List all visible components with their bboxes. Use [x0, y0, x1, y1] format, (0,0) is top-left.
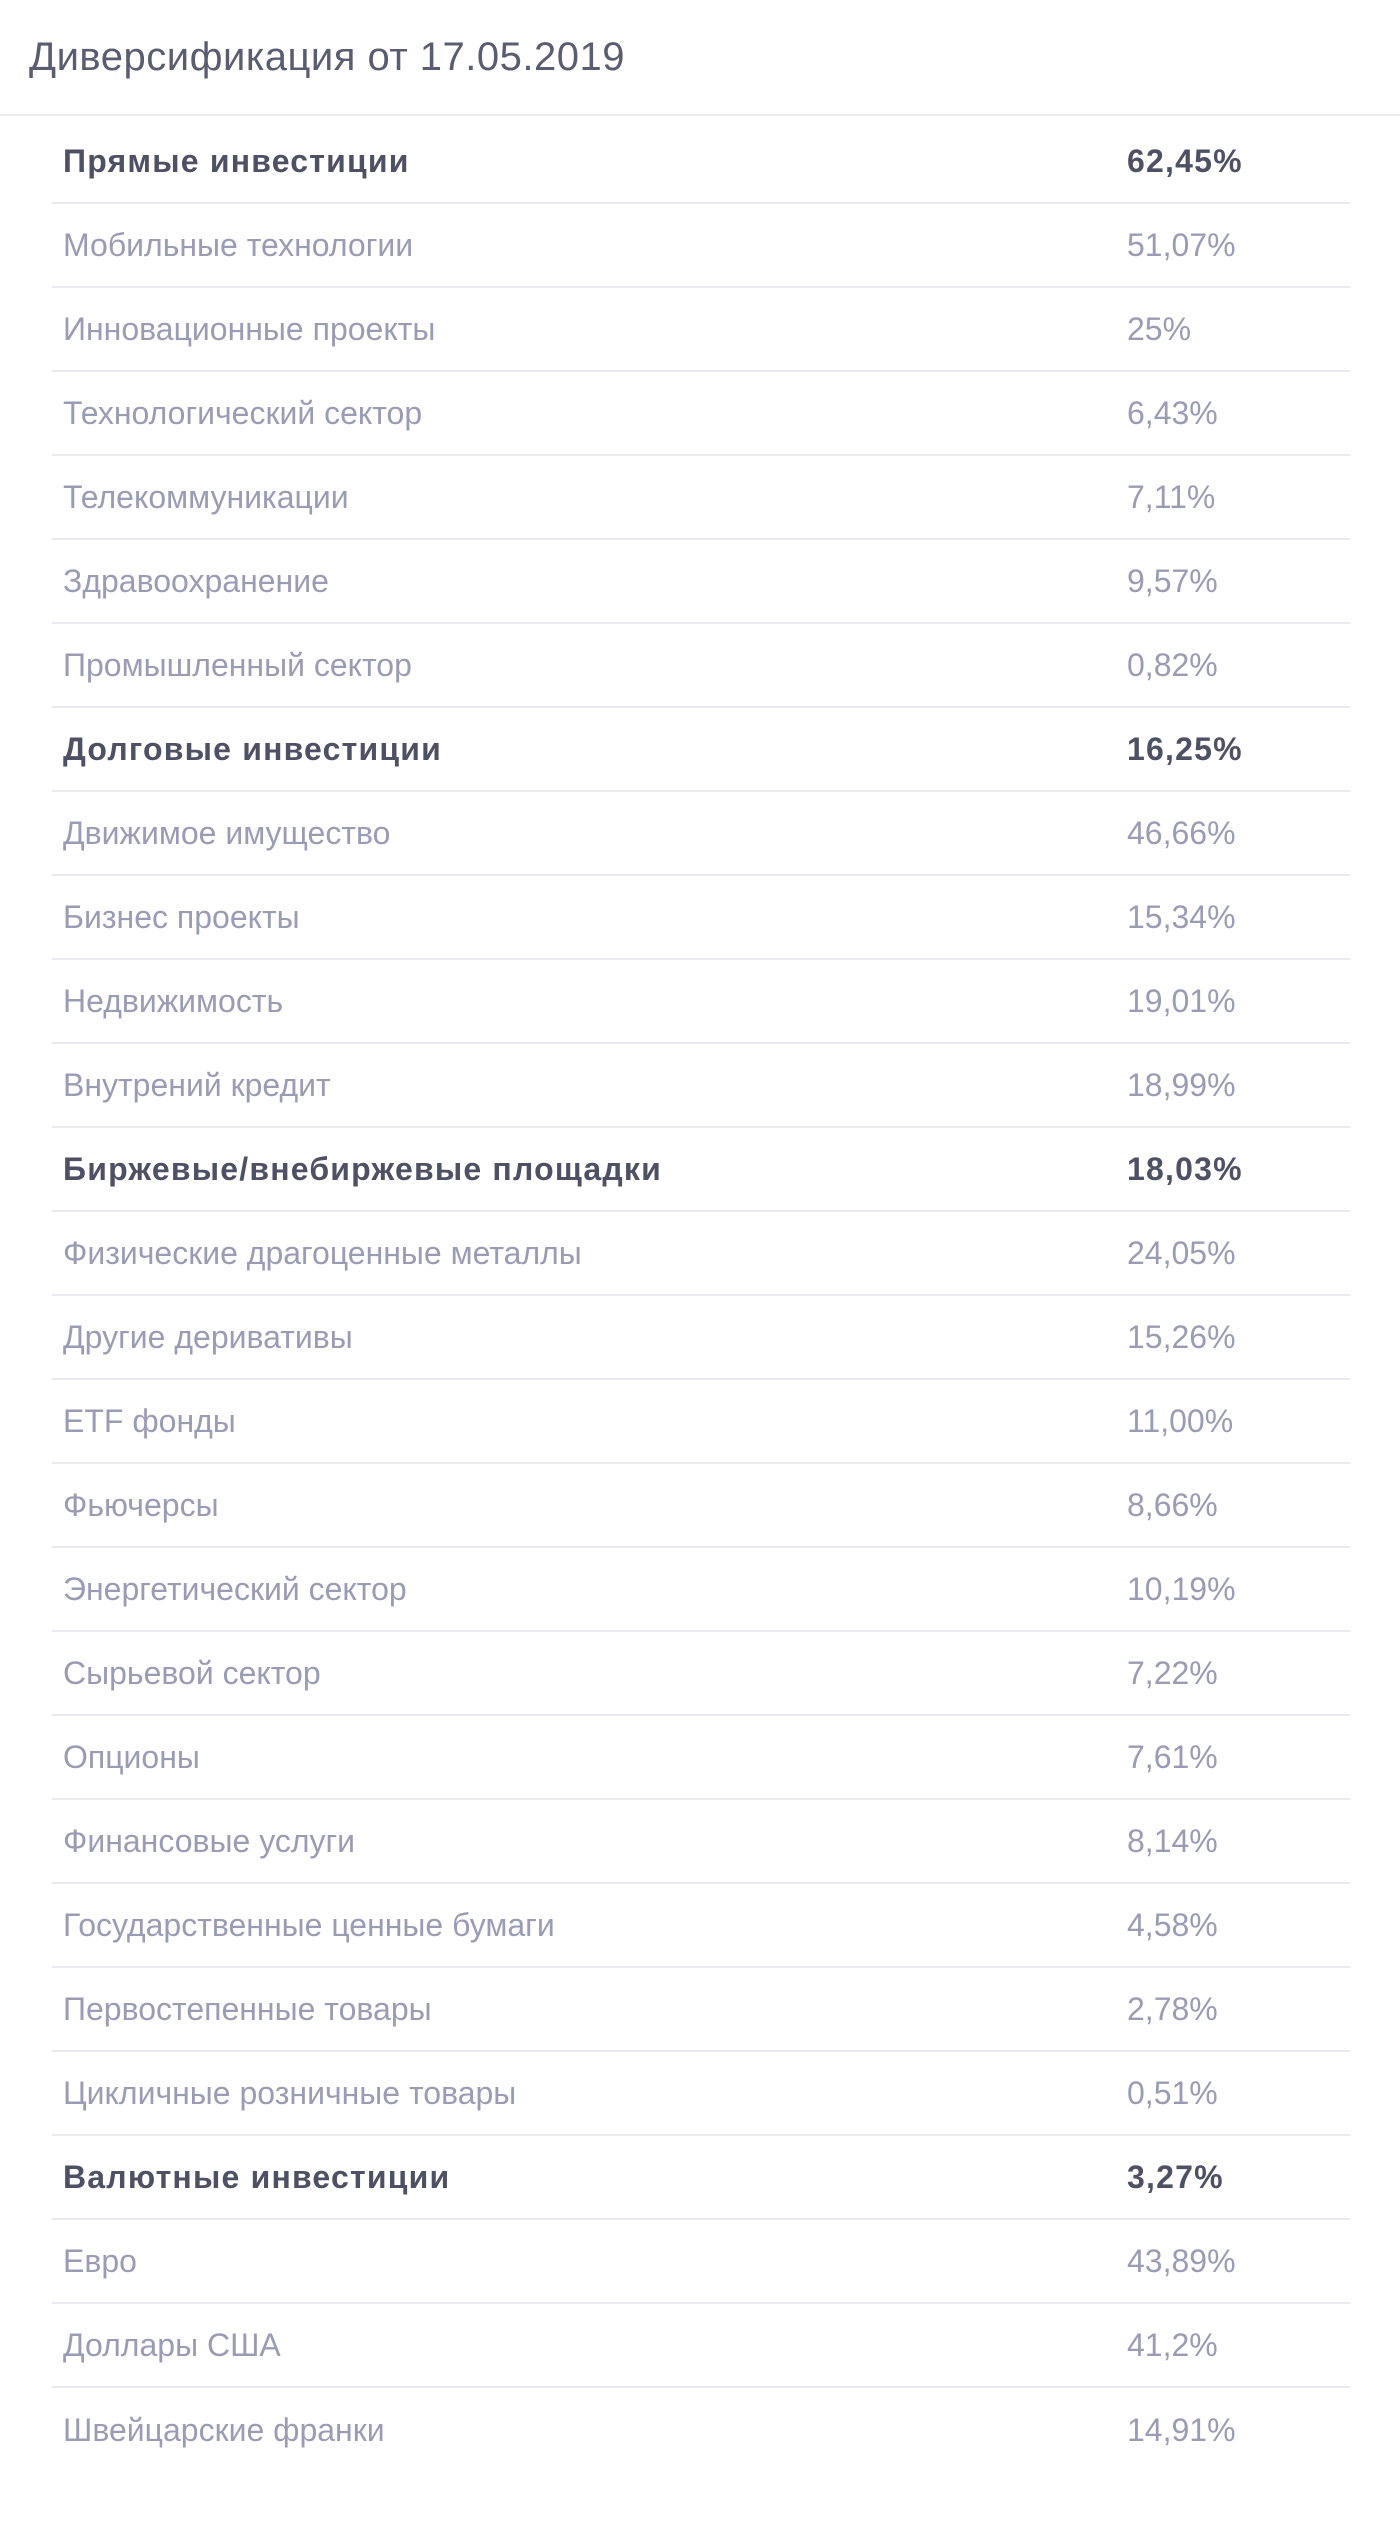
row-percentage: 8,14% — [1127, 1822, 1218, 1859]
row-label: Недвижимость — [63, 982, 284, 1019]
row-percentage: 0,82% — [1127, 646, 1218, 683]
row-label: Телекоммуникации — [63, 478, 349, 515]
row-percentage: 46,66% — [1127, 814, 1236, 851]
row-label: Цикличные розничные товары — [63, 2074, 517, 2111]
row-percentage: 4,58% — [1127, 1906, 1218, 1943]
table-row: Энергетический сектор 10,19% — [52, 1548, 1350, 1632]
category-label: Биржевые/внебиржевые площадки — [63, 1150, 663, 1187]
row-label: Государственные ценные бумаги — [63, 1906, 555, 1943]
row-percentage: 0,51% — [1127, 2074, 1218, 2111]
table-row: Технологический сектор 6,43% — [52, 372, 1350, 456]
table-row: Инновационные проекты 25% — [52, 288, 1350, 372]
category-label: Валютные инвестиции — [63, 2158, 451, 2195]
row-percentage: 7,11% — [1127, 478, 1216, 515]
category-percentage: 16,25% — [1127, 730, 1243, 767]
row-label: Бизнес проекты — [63, 898, 300, 935]
row-percentage: 15,34% — [1127, 898, 1236, 935]
row-label: Опционы — [63, 1738, 200, 1775]
table-row: Швейцарские франки 14,91% — [52, 2388, 1350, 2472]
table-row: Физические драгоценные металлы 24,05% — [52, 1212, 1350, 1296]
row-label: Здравоохранение — [63, 562, 329, 599]
row-label: Внутрений кредит — [63, 1066, 331, 1103]
category-percentage: 3,27% — [1127, 2158, 1224, 2195]
row-percentage: 8,66% — [1127, 1486, 1218, 1523]
table-row: Цикличные розничные товары 0,51% — [52, 2052, 1350, 2136]
table-row: Сырьевой сектор 7,22% — [52, 1632, 1350, 1716]
row-label: Промышленный сектор — [63, 646, 412, 683]
row-percentage: 7,61% — [1127, 1738, 1218, 1775]
table-row: Доллары США 41,2% — [52, 2304, 1350, 2388]
table-row: Фьючерсы 8,66% — [52, 1464, 1350, 1548]
table-row: Промышленный сектор 0,82% — [52, 624, 1350, 708]
row-label: Финансовые услуги — [63, 1822, 356, 1859]
row-percentage: 25% — [1127, 310, 1192, 347]
table-row: ETF фонды 11,00% — [52, 1380, 1350, 1464]
table-row: Недвижимость 19,01% — [52, 960, 1350, 1044]
row-percentage: 14,91% — [1127, 2411, 1236, 2448]
row-label: Евро — [63, 2242, 137, 2279]
table-row: Государственные ценные бумаги 4,58% — [52, 1884, 1350, 1968]
row-percentage: 43,89% — [1127, 2242, 1236, 2279]
table-row: Первостепенные товары 2,78% — [52, 1968, 1350, 2052]
row-percentage: 9,57% — [1127, 562, 1218, 599]
row-label: Мобильные технологии — [63, 226, 414, 263]
table-row: Финансовые услуги 8,14% — [52, 1800, 1350, 1884]
row-percentage: 19,01% — [1127, 982, 1236, 1019]
row-label: Первостепенные товары — [63, 1990, 432, 2027]
category-percentage: 62,45% — [1127, 142, 1243, 179]
category-row: Прямые инвестиции 62,45% — [52, 120, 1350, 204]
row-label: ETF фонды — [63, 1402, 236, 1439]
row-percentage: 51,07% — [1127, 226, 1236, 263]
row-percentage: 10,19% — [1127, 1570, 1236, 1607]
table-row: Здравоохранение 9,57% — [52, 540, 1350, 624]
row-percentage: 24,05% — [1127, 1234, 1236, 1271]
row-label: Фьючерсы — [63, 1486, 219, 1523]
row-label: Технологический сектор — [63, 394, 423, 431]
row-label: Сырьевой сектор — [63, 1654, 321, 1691]
row-percentage: 2,78% — [1127, 1990, 1218, 2027]
row-label: Швейцарские франки — [63, 2411, 385, 2448]
row-percentage: 7,22% — [1127, 1654, 1218, 1691]
category-row: Валютные инвестиции 3,27% — [52, 2136, 1350, 2220]
row-label: Доллары США — [63, 2326, 281, 2363]
category-label: Долговые инвестиции — [63, 730, 442, 767]
row-label: Инновационные проекты — [63, 310, 436, 347]
row-label: Движимое имущество — [63, 814, 391, 851]
table-row: Бизнес проекты 15,34% — [52, 876, 1350, 960]
table-row: Мобильные технологии 51,07% — [52, 204, 1350, 288]
row-percentage: 18,99% — [1127, 1066, 1236, 1103]
table-row: Телекоммуникации 7,11% — [52, 456, 1350, 540]
table-row: Опционы 7,61% — [52, 1716, 1350, 1800]
row-percentage: 15,26% — [1127, 1318, 1236, 1355]
page-title: Диверсификация от 17.05.2019 — [29, 34, 625, 79]
row-label: Энергетический сектор — [63, 1570, 407, 1607]
row-percentage: 41,2% — [1127, 2326, 1218, 2363]
table-row: Внутрений кредит 18,99% — [52, 1044, 1350, 1128]
page-header: Диверсификация от 17.05.2019 — [0, 0, 1400, 116]
table-row: Евро 43,89% — [52, 2220, 1350, 2304]
row-percentage: 11,00% — [1127, 1402, 1234, 1439]
category-label: Прямые инвестиции — [63, 142, 410, 179]
row-label: Физические драгоценные металлы — [63, 1234, 582, 1271]
category-row: Долговые инвестиции 16,25% — [52, 708, 1350, 792]
table-row: Другие деривативы 15,26% — [52, 1296, 1350, 1380]
table-row: Движимое имущество 46,66% — [52, 792, 1350, 876]
diversification-table: Прямые инвестиции 62,45% Мобильные техноло… — [52, 120, 1350, 2472]
category-row: Биржевые/внебиржевые площадки 18,03% — [52, 1128, 1350, 1212]
category-percentage: 18,03% — [1127, 1150, 1243, 1187]
row-percentage: 6,43% — [1127, 394, 1218, 431]
row-label: Другие деривативы — [63, 1318, 353, 1355]
